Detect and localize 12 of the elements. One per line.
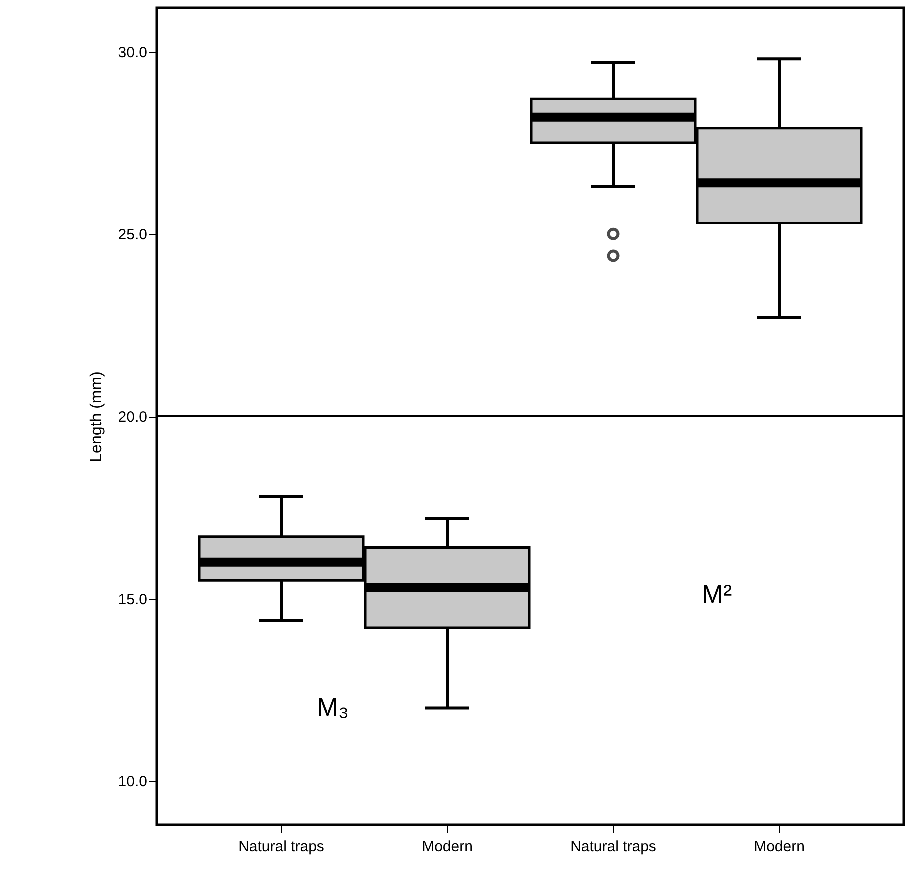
y-tick-label: 30.0 [118,44,148,62]
y-axis-title: Length (mm) [88,372,106,462]
y-tick-label: 10.0 [118,774,148,791]
y-tick-label: 15.0 [118,591,148,608]
x-tick-label: Natural traps [570,838,656,856]
y-tick-label: 20.0 [118,409,148,426]
x-tick-label: Modern [754,838,805,856]
x-tick-label: Natural traps [238,838,324,856]
annotation: M₃ [316,692,350,722]
x-tick-label: Modern [422,838,473,856]
y-tick-label: 25.0 [118,226,148,244]
annotation: M² [702,579,732,609]
